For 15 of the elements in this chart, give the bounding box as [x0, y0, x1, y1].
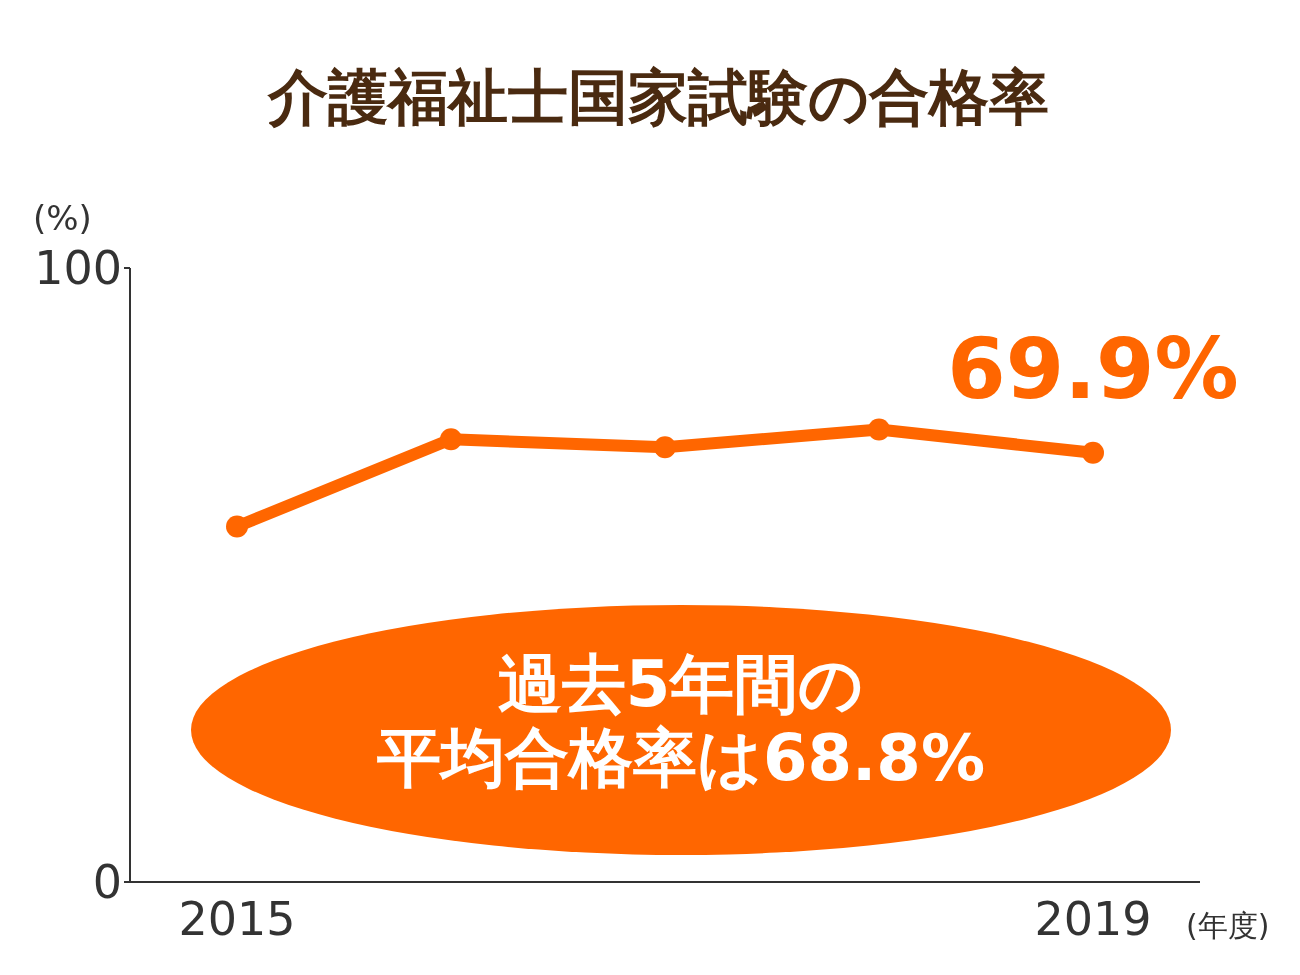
data-label: 69.9%	[947, 319, 1239, 418]
point	[868, 418, 890, 441]
point	[1082, 441, 1104, 464]
annotation: 平均合格率は68.8%	[376, 721, 986, 796]
annotation: 過去5年間の	[496, 647, 866, 722]
y-axis-title: (%)	[33, 198, 92, 238]
point	[226, 515, 248, 538]
y-tick-label: 100	[34, 241, 122, 296]
chart-title: 介護福祉士国家試験の合格率	[266, 61, 1050, 134]
y-tick-label: 0	[92, 855, 122, 910]
x-tick-label: 2015	[178, 891, 296, 946]
point	[654, 436, 676, 459]
x-tick-label: 2019	[1034, 891, 1152, 946]
point	[440, 428, 462, 451]
x-axis-title: (年度)	[1186, 907, 1270, 945]
